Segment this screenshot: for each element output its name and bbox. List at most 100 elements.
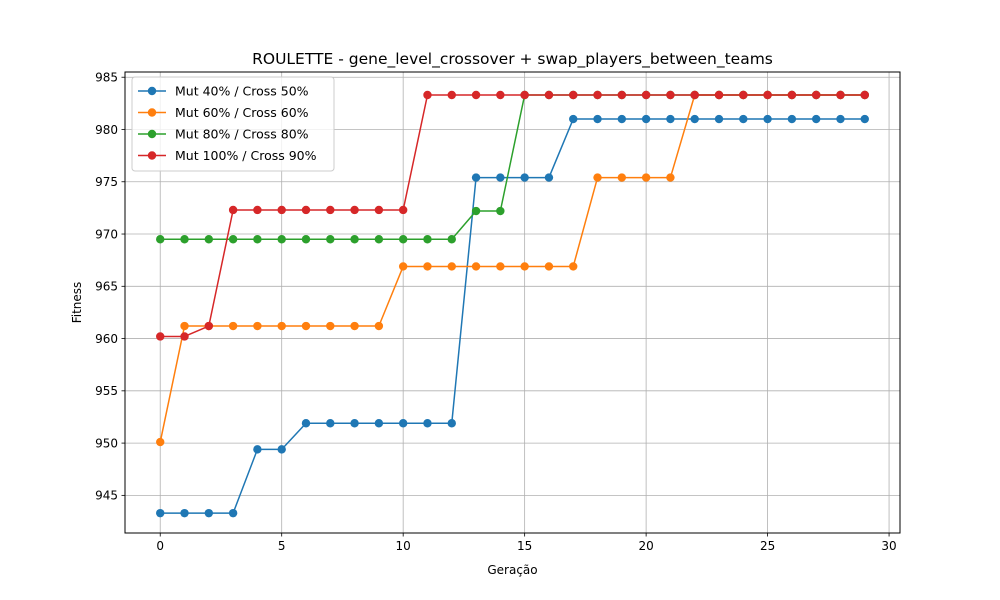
data-point bbox=[569, 90, 578, 100]
data-point bbox=[666, 90, 675, 100]
data-point bbox=[544, 173, 554, 182]
data-point bbox=[180, 321, 189, 331]
y-tick-label: 975 bbox=[95, 175, 118, 189]
data-point bbox=[326, 205, 335, 215]
data-point bbox=[496, 173, 505, 182]
data-point bbox=[398, 235, 408, 244]
data-point bbox=[228, 235, 238, 244]
data-point bbox=[471, 206, 481, 216]
plot-frame bbox=[124, 71, 901, 534]
x-tick-label: 10 bbox=[396, 539, 411, 553]
data-point bbox=[471, 90, 481, 100]
data-point bbox=[520, 262, 529, 271]
data-point bbox=[836, 114, 845, 124]
data-point bbox=[350, 205, 359, 215]
x-axis-label: Geração bbox=[487, 563, 537, 577]
legend-entry: Mut 40% / Cross 50% bbox=[138, 84, 309, 99]
data-point bbox=[180, 332, 189, 341]
legend-marker bbox=[147, 108, 157, 117]
data-point bbox=[471, 173, 481, 182]
data-point bbox=[156, 332, 165, 341]
y-tick-label: 945 bbox=[95, 489, 118, 503]
data-point bbox=[180, 508, 189, 518]
data-point bbox=[423, 419, 432, 428]
legend-label: Mut 80% / Cross 80% bbox=[175, 127, 309, 142]
data-point bbox=[811, 114, 821, 124]
data-point bbox=[301, 205, 311, 215]
data-point bbox=[836, 90, 845, 100]
x-tick-label: 0 bbox=[156, 539, 164, 553]
data-point bbox=[544, 90, 554, 100]
data-point bbox=[617, 90, 627, 100]
data-point bbox=[471, 262, 481, 271]
data-point bbox=[569, 114, 578, 124]
data-point bbox=[156, 235, 165, 244]
data-point bbox=[374, 419, 384, 428]
data-point bbox=[787, 90, 797, 100]
data-point bbox=[253, 321, 262, 331]
data-point bbox=[520, 173, 529, 182]
data-point bbox=[860, 114, 869, 124]
data-point bbox=[641, 173, 651, 182]
x-tick-label: 25 bbox=[760, 539, 775, 553]
legend-label: Mut 40% / Cross 50% bbox=[175, 84, 309, 99]
data-point bbox=[326, 235, 335, 244]
chart-title: ROULETTE - gene_level_crossover + swap_p… bbox=[252, 50, 773, 69]
data-point bbox=[326, 321, 335, 331]
data-point bbox=[253, 205, 262, 215]
data-point bbox=[496, 90, 505, 100]
data-point bbox=[228, 321, 238, 331]
data-point bbox=[617, 114, 627, 124]
data-point bbox=[398, 419, 408, 428]
data-point bbox=[787, 114, 797, 124]
data-point bbox=[398, 205, 408, 215]
data-point bbox=[447, 419, 456, 428]
data-point bbox=[739, 114, 748, 124]
y-tick-label: 985 bbox=[95, 71, 118, 85]
data-point bbox=[277, 445, 286, 454]
data-point bbox=[666, 114, 675, 124]
data-point bbox=[569, 262, 578, 271]
legend-label: Mut 100% / Cross 90% bbox=[175, 148, 317, 163]
data-point bbox=[811, 90, 821, 100]
legend-box bbox=[131, 76, 335, 172]
data-point bbox=[763, 90, 772, 100]
data-point bbox=[544, 262, 554, 271]
data-point bbox=[301, 235, 311, 244]
data-point bbox=[423, 90, 432, 100]
series-1 bbox=[156, 114, 869, 518]
data-point bbox=[204, 508, 214, 518]
series-4 bbox=[156, 90, 869, 341]
legend: Mut 40% / Cross 50% Mut 60% / Cross 60% Mu… bbox=[131, 76, 335, 172]
data-point bbox=[714, 90, 724, 100]
data-point bbox=[666, 173, 675, 182]
data-point bbox=[277, 235, 286, 244]
data-point bbox=[398, 262, 408, 271]
data-point bbox=[204, 235, 214, 244]
data-point bbox=[641, 90, 651, 100]
data-point bbox=[228, 508, 238, 518]
data-point bbox=[690, 90, 699, 100]
y-tick-label: 970 bbox=[95, 227, 118, 241]
data-point bbox=[228, 205, 238, 215]
data-point bbox=[641, 114, 651, 124]
y-tick-label: 950 bbox=[95, 436, 118, 450]
data-point bbox=[447, 235, 456, 244]
x-tick-label: 15 bbox=[517, 539, 532, 553]
y-tick-label: 960 bbox=[95, 332, 118, 346]
x-tick-label: 5 bbox=[278, 539, 286, 553]
data-point bbox=[374, 205, 384, 215]
data-point bbox=[156, 437, 165, 447]
legend-entry: Mut 100% / Cross 90% bbox=[138, 148, 317, 163]
legend-label: Mut 60% / Cross 60% bbox=[175, 105, 309, 120]
data-point bbox=[593, 114, 602, 124]
data-point bbox=[763, 114, 772, 124]
data-point bbox=[374, 321, 384, 331]
data-point bbox=[423, 235, 432, 244]
data-point bbox=[350, 235, 359, 244]
grid bbox=[125, 72, 900, 533]
data-point bbox=[253, 445, 262, 454]
data-point bbox=[253, 235, 262, 244]
